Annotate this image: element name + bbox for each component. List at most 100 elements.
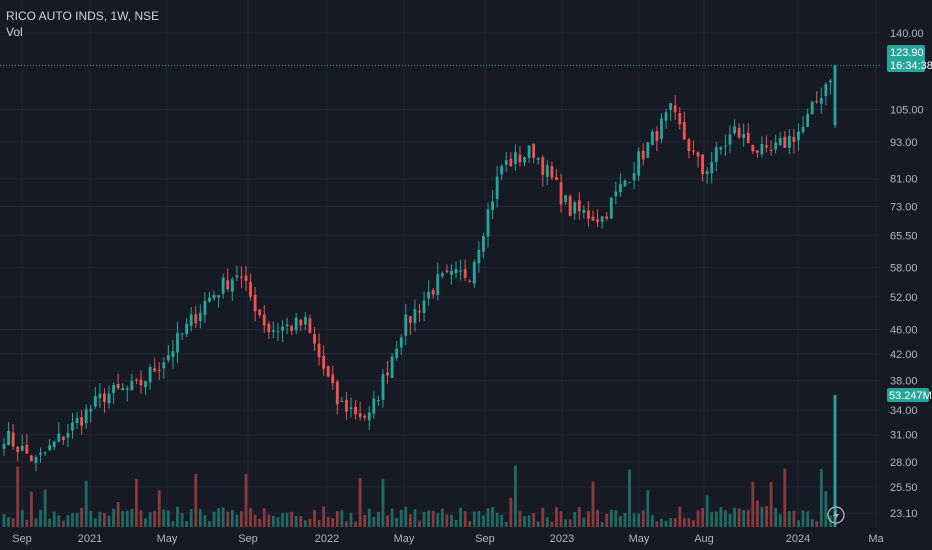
candle-body [89,408,93,412]
price-axis[interactable]: 140.00 105.00 93.00 81.00 73.00 65.50 58.00 52.… [890,28,924,520]
volume-bar [276,517,280,527]
volume-bar [303,520,307,527]
volume-bar [381,478,385,527]
candle-body [107,393,111,404]
candle-body [609,197,613,219]
candle-body [559,182,563,205]
volume-bar [751,481,755,527]
candle-body [244,275,248,281]
candle-body [513,152,517,165]
volume-bar [774,507,778,527]
volume-bar [504,521,508,527]
candle-body [230,279,234,292]
candle-body [518,154,522,163]
volume-bar [166,510,170,527]
symbol-title[interactable]: RICO AUTO INDS, 1W, NSE [6,9,160,23]
candle-body [358,413,362,417]
volume-bar [819,469,823,527]
time-tick-label: May [157,533,178,545]
candle-body [271,330,275,332]
candle-body [459,270,463,272]
volume-bar [408,514,412,527]
volume-bar [57,515,61,527]
candle-body [166,355,170,361]
volume-bar [660,518,663,527]
time-axis[interactable]: Sep 2021 May Sep 2022 May Sep 2023 May Aug 2024 Ma [12,533,884,545]
volume-bar [294,515,298,527]
candle-body [746,132,750,144]
candle-body [29,455,33,462]
candle-body [728,134,732,145]
volume-bar [459,507,463,527]
candle-body [322,355,326,369]
candle-body [43,452,47,454]
candle-body [408,316,412,323]
volume-bar [354,521,357,527]
candle-body [454,268,458,274]
volume-bar [605,514,609,527]
candle-body [550,166,554,178]
candle-body [235,275,239,278]
volume-bar [399,509,403,527]
candle-body [532,143,536,158]
price-tick-label: 34.00 [890,405,918,417]
candle-body [527,145,531,158]
volume-bar [815,521,819,527]
candle-body [294,317,298,331]
volume-bar [765,506,768,527]
candle-body [139,379,143,386]
volume-bar [198,509,202,527]
candle-body [226,280,230,290]
volume-bar [692,520,695,527]
candle-body [103,393,106,403]
candle-body [778,138,782,146]
candle-body [491,201,494,211]
candle-body [774,142,778,150]
volume-bar [345,521,348,527]
time-tick-label: 2023 [550,533,574,545]
volume-bar [568,519,572,527]
candle-body [427,292,431,299]
volume-bar [614,510,618,527]
candle-body [815,100,819,102]
volume-bar [678,506,682,527]
volume-bar [267,514,271,527]
volume-bar [121,510,125,527]
volume-bar [2,513,6,527]
candle-body [705,171,709,175]
candle-body [450,270,453,275]
candle-body [806,113,810,127]
volume-bar [144,518,147,527]
candle-body [500,166,504,175]
volume-bar [454,519,458,527]
volume-bar [358,477,362,527]
volume-bar [212,511,216,527]
candle-body [646,142,650,158]
candle-body [628,182,631,184]
volume-bar [290,511,294,527]
volume-bar [810,519,814,527]
candle-body [208,297,211,302]
candle-body [477,249,481,264]
candle-body [413,309,417,323]
volume-bar [500,514,504,527]
volume-bar [545,517,549,527]
last-price-tag: 123.90 16:34:38 [887,45,932,72]
volume-bar [824,491,828,527]
price-tick-label: 28.00 [890,457,918,469]
volume-bar [509,497,513,527]
volume-bar [573,511,577,527]
candle-body [810,101,814,115]
candle-body [376,400,380,402]
lightning-icon[interactable] [827,506,845,524]
candle-body [162,362,166,369]
candle-body [719,147,723,150]
candle-body [386,372,389,376]
volume-bar [669,518,673,527]
volume-label[interactable]: Vol [6,25,23,39]
last-price-value: 123.90 [890,47,924,59]
volume-bar [801,510,805,527]
candle-body [765,145,768,148]
volume-bar [422,511,426,527]
